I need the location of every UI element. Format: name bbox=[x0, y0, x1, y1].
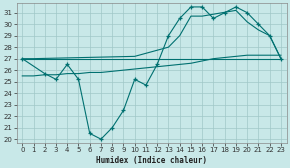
X-axis label: Humidex (Indice chaleur): Humidex (Indice chaleur) bbox=[96, 156, 207, 164]
